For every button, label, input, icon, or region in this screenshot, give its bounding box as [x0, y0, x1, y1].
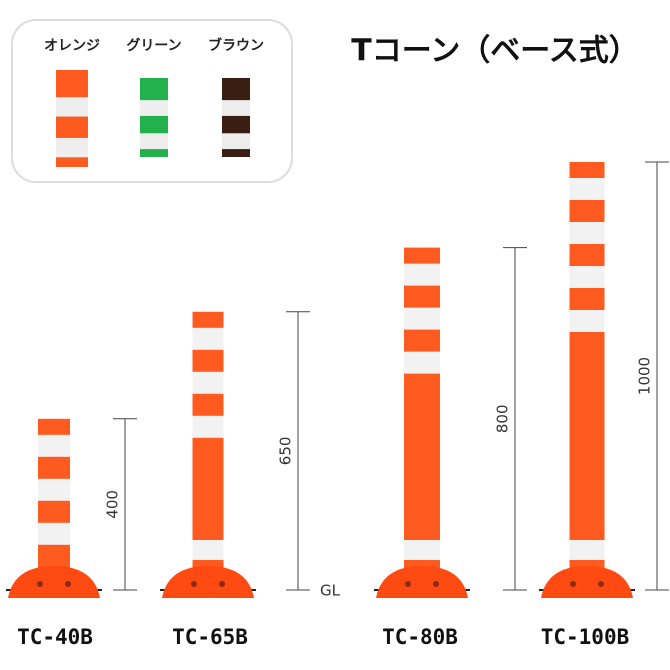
reflective-band [404, 263, 440, 286]
bolt [433, 581, 439, 587]
bolt [598, 581, 604, 587]
product-name: TC-100B [541, 625, 630, 649]
base [8, 566, 100, 598]
product-name: TC-80B [382, 625, 458, 649]
reflective-band [569, 178, 605, 200]
reflective-band [404, 351, 440, 374]
reflective-band [192, 327, 224, 350]
reflective-band [56, 137, 88, 158]
pole [192, 311, 224, 572]
color-label: グリーン [126, 37, 181, 54]
product-name: TC-40B [17, 625, 93, 649]
reflective-band [38, 434, 70, 457]
reflective-band [38, 522, 70, 545]
height-label: 400 [104, 490, 122, 519]
reflective-band [140, 100, 168, 116]
bolt [191, 581, 197, 587]
reflective-band [569, 222, 605, 244]
reflective-band [569, 266, 605, 288]
reflective-band [38, 478, 70, 501]
base [162, 566, 254, 598]
bolt [219, 581, 225, 587]
color-label: オレンジ [44, 38, 100, 54]
reflective-band [222, 133, 250, 150]
reflective-band [569, 540, 605, 560]
bolt [65, 581, 71, 587]
bolt [405, 581, 411, 587]
reflective-band [404, 307, 440, 330]
base [376, 566, 468, 598]
reflective-band [192, 540, 224, 560]
pole [404, 247, 440, 572]
reflective-band [192, 371, 224, 394]
color-label: ブラウン [208, 37, 264, 54]
reflective-band [404, 540, 440, 560]
product-name: TC-65B [172, 625, 248, 649]
bolt [570, 581, 576, 587]
ground-label: GL [320, 582, 341, 600]
reflective-band [222, 100, 250, 116]
reflective-band [140, 133, 168, 150]
height-label: 1000 [636, 357, 654, 395]
base [541, 566, 633, 598]
height-label: 650 [277, 437, 295, 466]
height-label: 800 [494, 404, 512, 433]
reflective-band [56, 97, 88, 117]
title: Tコーン（ベース式） [351, 34, 638, 69]
reflective-band [569, 310, 605, 332]
reflective-band [192, 415, 224, 438]
bolt [37, 581, 43, 587]
